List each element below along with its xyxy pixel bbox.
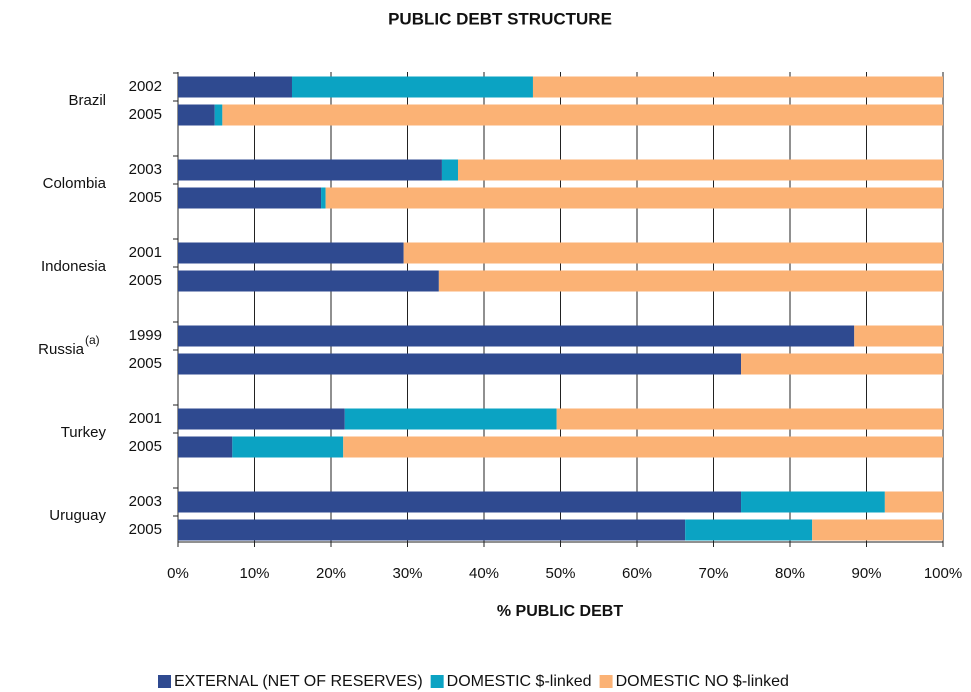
bar-segment [178, 353, 742, 375]
y-tick-label: 2005 [129, 106, 162, 123]
bar-segment [441, 159, 458, 181]
bar-segment [178, 519, 686, 541]
chart-title: PUBLIC DEBT STRUCTURE [388, 9, 612, 28]
x-tick-label: 100% [924, 565, 962, 582]
bar-segment [685, 519, 813, 541]
x-tick-label: 30% [392, 565, 422, 582]
bar-segment [741, 353, 943, 375]
bar-segment [556, 408, 943, 430]
bar-segment [178, 270, 439, 292]
bar-segment [438, 270, 943, 292]
y-tick-label: 2003 [129, 161, 162, 178]
y-tick-label: 2003 [129, 493, 162, 510]
bar-segment [222, 104, 943, 126]
bar-segment [178, 187, 322, 209]
y-tick-label: 2005 [129, 272, 162, 289]
bar-segment [178, 104, 215, 126]
y-tick-label: 2005 [129, 438, 162, 455]
bar-segment [812, 519, 943, 541]
bar-segment [532, 76, 943, 98]
bar-segment [178, 76, 292, 98]
bar-segment [178, 408, 345, 430]
bar-segment [178, 436, 233, 458]
bar-segment [178, 242, 404, 264]
x-tick-label: 40% [469, 565, 499, 582]
legend-label: EXTERNAL (NET OF RESERVES) [174, 673, 423, 690]
y-tick-label: 2002 [129, 78, 162, 95]
group-label: Indonesia [41, 258, 107, 275]
bar-segment [214, 104, 223, 126]
group-label: Uruguay [49, 507, 106, 524]
group-label: Turkey [61, 424, 107, 441]
group-note: (a) [85, 333, 100, 347]
bar-segment [178, 159, 442, 181]
bar-segment [178, 491, 742, 513]
bar-segment [457, 159, 943, 181]
group-label: Brazil [68, 92, 106, 109]
legend-label: DOMESTIC $-linked [447, 673, 592, 690]
y-tick-label: 2005 [129, 189, 162, 206]
legend-swatch [599, 675, 613, 688]
bar-segment [884, 491, 943, 513]
x-tick-label: 50% [545, 565, 575, 582]
x-tick-label: 20% [316, 565, 346, 582]
y-tick-label: 1999 [129, 327, 162, 344]
x-tick-label: 70% [698, 565, 728, 582]
bar-segment [232, 436, 344, 458]
x-tick-label: 60% [622, 565, 652, 582]
x-tick-label: 10% [239, 565, 269, 582]
bar-segment [741, 491, 885, 513]
x-tick-label: 0% [167, 565, 189, 582]
y-tick-label: 2005 [129, 521, 162, 538]
group-label: Russia [38, 341, 85, 358]
bar-segment [178, 325, 855, 347]
bar-segment [321, 187, 326, 209]
y-tick-label: 2001 [129, 410, 162, 427]
legend-swatch [158, 675, 171, 688]
group-label: Colombia [43, 175, 107, 192]
bar-segment [325, 187, 943, 209]
bar-segment [854, 325, 943, 347]
legend-swatch [430, 675, 444, 688]
bar-segment [343, 436, 943, 458]
x-axis-title: % PUBLIC DEBT [497, 603, 623, 620]
y-tick-label: 2005 [129, 355, 162, 372]
y-tick-label: 2001 [129, 244, 162, 261]
legend-label: DOMESTIC NO $-linked [616, 673, 789, 690]
x-tick-label: 90% [851, 565, 881, 582]
bar-segment [291, 76, 533, 98]
bar-segment [344, 408, 557, 430]
bar-segment [403, 242, 943, 264]
x-tick-label: 80% [775, 565, 805, 582]
